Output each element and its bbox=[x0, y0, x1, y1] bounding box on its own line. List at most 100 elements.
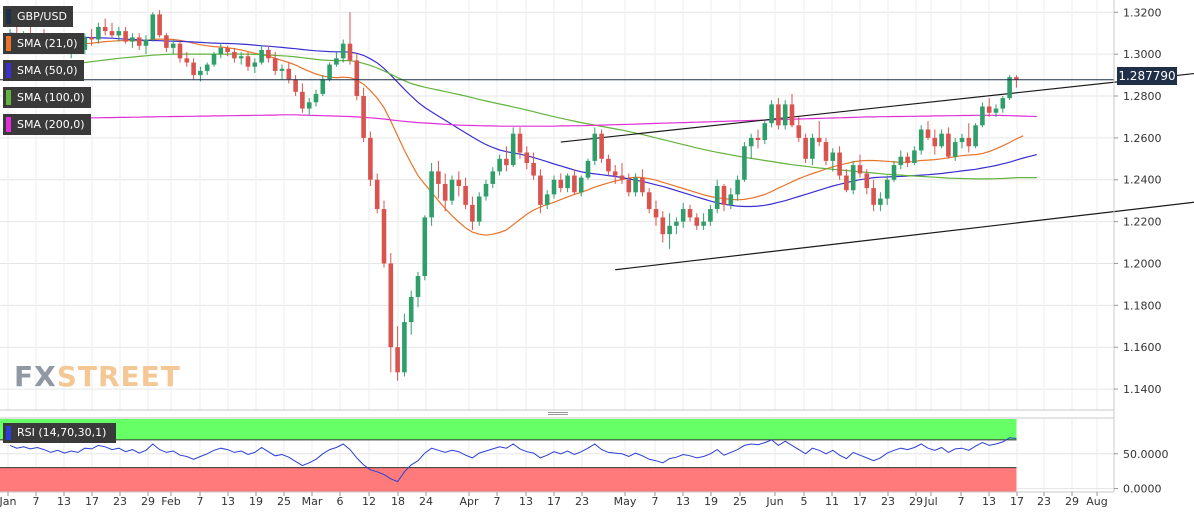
time-tick-label[interactable]: 23 bbox=[575, 495, 589, 508]
time-tick-label[interactable]: Aug bbox=[1086, 495, 1107, 508]
time-tick-label[interactable]: 13 bbox=[676, 495, 690, 508]
candle-body bbox=[742, 146, 747, 180]
legend-sma-100[interactable]: SMA (100,0) bbox=[3, 87, 91, 108]
time-tick-label[interactable]: 7 bbox=[652, 495, 659, 508]
price-tick-label[interactable]: 1.1400 bbox=[1123, 383, 1162, 396]
time-tick-label[interactable]: 7 bbox=[197, 495, 204, 508]
legend-sma-21[interactable]: SMA (21,0) bbox=[3, 33, 84, 54]
legend-sma-200[interactable]: SMA (200,0) bbox=[3, 114, 91, 135]
time-tick-label[interactable]: 24 bbox=[419, 495, 433, 508]
time-tick-label[interactable]: 23 bbox=[881, 495, 895, 508]
candle-body bbox=[361, 96, 366, 138]
candle-body bbox=[89, 37, 94, 40]
price-tick-label[interactable]: 1.2400 bbox=[1123, 174, 1162, 187]
pane-divider-grip[interactable] bbox=[548, 412, 568, 415]
candle-body bbox=[823, 142, 829, 161]
sma-line-200 bbox=[10, 114, 1037, 127]
time-tick-label[interactable]: Jul bbox=[923, 495, 937, 508]
legend-sma-100-label: SMA (100,0) bbox=[17, 91, 85, 104]
candle-body bbox=[286, 68, 292, 80]
symbol-label[interactable]: GBP/USD bbox=[3, 6, 73, 27]
time-tick-label[interactable]: Apr bbox=[459, 495, 479, 508]
rsi-axis-ticks[interactable]: 50.0000 0.0000 bbox=[1114, 448, 1169, 496]
price-tick-label[interactable]: 1.3200 bbox=[1123, 6, 1162, 19]
candle-body bbox=[816, 137, 822, 143]
time-tick-label[interactable]: 6 bbox=[337, 495, 344, 508]
trend-lines bbox=[560, 72, 1194, 271]
candle-body bbox=[694, 217, 700, 226]
axes bbox=[0, 0, 1115, 493]
time-tick-label[interactable]: 19 bbox=[249, 495, 263, 508]
time-tick-label[interactable]: 17 bbox=[85, 495, 99, 508]
candle-body bbox=[748, 137, 754, 147]
symbol-text: GBP/USD bbox=[17, 10, 67, 23]
time-tick-label[interactable]: 23 bbox=[113, 495, 127, 508]
candle-body bbox=[599, 133, 604, 159]
candle-body bbox=[1014, 77, 1019, 80]
time-tick-label[interactable]: 25 bbox=[733, 495, 747, 508]
time-tick-label[interactable]: 7 bbox=[33, 495, 40, 508]
time-tick-label[interactable]: 13 bbox=[221, 495, 235, 508]
candle-body bbox=[497, 158, 502, 172]
time-tick-label[interactable]: 29 bbox=[141, 495, 155, 508]
rsi-overbought-zone bbox=[0, 419, 1017, 440]
price-tick-label[interactable]: 1.3000 bbox=[1123, 48, 1162, 61]
time-tick-label[interactable]: 13 bbox=[519, 495, 533, 508]
candle-body bbox=[810, 137, 815, 159]
pane-divider[interactable] bbox=[0, 411, 1114, 417]
candle-body bbox=[245, 56, 251, 67]
price-tick-label[interactable]: 1.1600 bbox=[1123, 341, 1162, 354]
time-tick-label[interactable]: Feb bbox=[161, 495, 180, 508]
price-tick-label[interactable]: 1.2600 bbox=[1123, 132, 1162, 145]
price-tick-label[interactable]: 1.2200 bbox=[1123, 216, 1162, 229]
price-tick-label[interactable]: 1.2800 bbox=[1123, 90, 1162, 103]
price-tick-label[interactable]: 1.2000 bbox=[1123, 257, 1162, 270]
legend-sma-50[interactable]: SMA (50,0) bbox=[3, 60, 84, 81]
candle-body bbox=[551, 179, 557, 195]
time-tick-label[interactable]: 5 bbox=[801, 495, 808, 508]
candle-body bbox=[592, 133, 598, 161]
time-tick-label[interactable]: 18 bbox=[391, 495, 405, 508]
candle-body bbox=[395, 347, 400, 373]
candle-body bbox=[986, 106, 992, 113]
candle-body bbox=[238, 56, 244, 59]
candle-body bbox=[252, 62, 258, 67]
time-tick-label[interactable]: 7 bbox=[494, 495, 501, 508]
time-tick-label[interactable]: 29 bbox=[909, 495, 923, 508]
candle-body bbox=[259, 49, 264, 63]
time-tick-label[interactable]: 7 bbox=[958, 495, 965, 508]
candle-body bbox=[857, 165, 863, 174]
time-tick-label[interactable]: Jun bbox=[765, 495, 783, 508]
time-tick-label[interactable]: 23 bbox=[1037, 495, 1051, 508]
time-tick-label[interactable]: 19 bbox=[704, 495, 718, 508]
time-tick-label[interactable]: 13 bbox=[982, 495, 996, 508]
time-tick-label[interactable]: 17 bbox=[1010, 495, 1024, 508]
time-axis-ticks[interactable]: Jan 7 13 17 23 29 Feb 7 13 19 25 Mar 6 12 18 24 Apr 7 13 17… bbox=[0, 492, 1108, 508]
time-tick-label[interactable]: Mar bbox=[302, 495, 323, 508]
rsi-tick-label[interactable]: 50.0000 bbox=[1123, 448, 1169, 461]
candle-body bbox=[891, 165, 897, 180]
rsi-label-text: RSI (14,70,30,1) bbox=[17, 426, 107, 439]
candle-body bbox=[932, 137, 938, 147]
rsi-label[interactable]: RSI (14,70,30,1) bbox=[3, 423, 117, 443]
time-tick-label[interactable]: 13 bbox=[57, 495, 71, 508]
time-tick-label[interactable]: May bbox=[614, 495, 637, 508]
rsi-tick-label[interactable]: 0.0000 bbox=[1123, 483, 1162, 496]
candle-body bbox=[844, 175, 849, 191]
candle-body bbox=[327, 64, 332, 80]
candle-body bbox=[266, 49, 271, 59]
time-tick-label[interactable]: 29 bbox=[1065, 495, 1079, 508]
candle-body bbox=[769, 104, 774, 124]
price-tick-label[interactable]: 1.1800 bbox=[1123, 299, 1162, 312]
time-tick-label[interactable]: 12 bbox=[362, 495, 376, 508]
candle-body bbox=[402, 322, 407, 373]
candle-body bbox=[626, 179, 632, 193]
candle-body bbox=[524, 152, 530, 163]
time-tick-label[interactable]: 17 bbox=[547, 495, 561, 508]
time-tick-label[interactable]: Jan bbox=[0, 495, 17, 508]
time-tick-label[interactable]: 17 bbox=[853, 495, 867, 508]
price-axis-ticks[interactable]: 1.3200 1.3000 1.2800 1.2600 1.2400 1.2200 1.20… bbox=[1114, 6, 1162, 396]
candle-body bbox=[653, 209, 659, 218]
time-tick-label[interactable]: 25 bbox=[277, 495, 291, 508]
time-tick-label[interactable]: 11 bbox=[825, 495, 839, 508]
